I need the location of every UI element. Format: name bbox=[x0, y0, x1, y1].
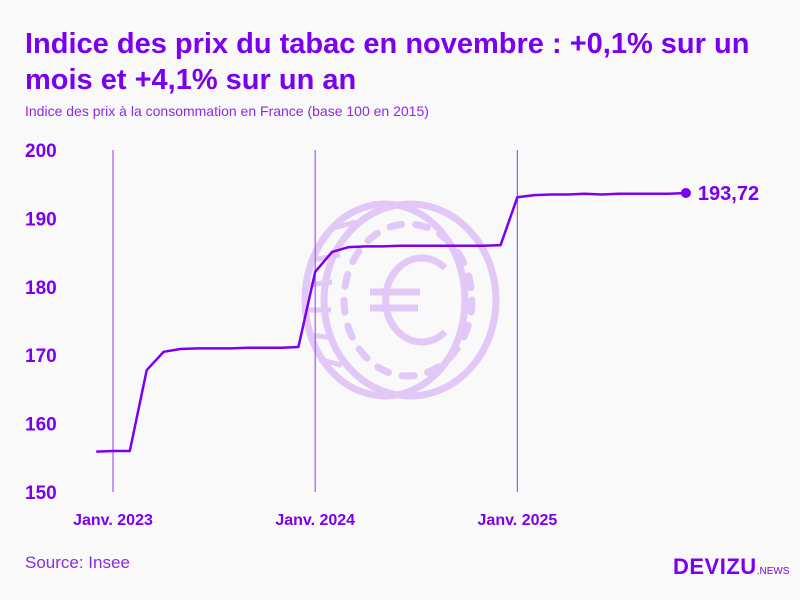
euro-coin-icon bbox=[301, 200, 500, 400]
chart-subtitle: Indice des prix à la consommation en Fra… bbox=[25, 103, 429, 119]
end-value-label: 193,72 bbox=[698, 183, 759, 205]
y-tick-label: 150 bbox=[25, 483, 57, 504]
x-tick-label: Janv. 2024 bbox=[275, 512, 355, 529]
series-line bbox=[96, 191, 686, 453]
y-tick-label: 170 bbox=[25, 346, 57, 367]
x-tick-label: Janv. 2023 bbox=[73, 512, 153, 529]
devizu-logo: DEVIZU.NEWS bbox=[673, 554, 789, 580]
y-tick-label: 190 bbox=[25, 209, 57, 230]
chart-title: Indice des prix du tabac en novembre : +… bbox=[25, 28, 750, 96]
logo-main: DEVIZU bbox=[673, 554, 757, 579]
y-tick-label: 200 bbox=[25, 141, 57, 162]
source-note: Source: Insee bbox=[25, 553, 130, 572]
logo-suffix: .NEWS bbox=[756, 566, 790, 577]
y-tick-label: 180 bbox=[25, 278, 57, 299]
y-tick-label: 160 bbox=[25, 415, 57, 436]
end-point bbox=[680, 187, 691, 198]
x-tick-label: Janv. 2025 bbox=[478, 512, 558, 529]
